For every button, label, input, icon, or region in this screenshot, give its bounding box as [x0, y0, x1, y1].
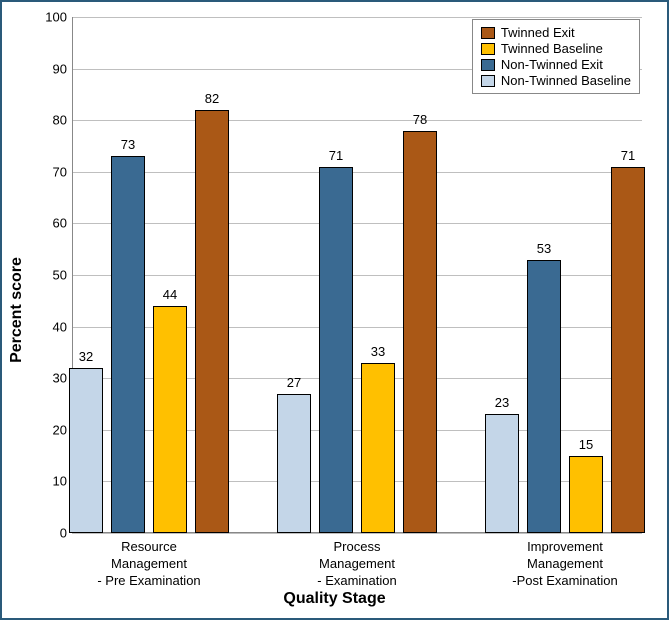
bar-value-label: 15 — [579, 437, 593, 452]
grid-line — [72, 533, 642, 534]
legend-swatch — [481, 59, 495, 71]
grid-line — [72, 120, 642, 121]
bar-value-label: 23 — [495, 395, 509, 410]
bar — [195, 110, 229, 533]
bar — [569, 456, 603, 533]
legend-swatch — [481, 27, 495, 39]
y-tick-label: 20 — [37, 422, 67, 437]
bar-value-label: 82 — [205, 91, 219, 106]
y-tick-label: 50 — [37, 268, 67, 283]
y-tick-label: 40 — [37, 319, 67, 334]
bar — [361, 363, 395, 533]
legend-item: Twinned Baseline — [481, 41, 631, 56]
legend-swatch — [481, 43, 495, 55]
bar — [277, 394, 311, 533]
y-tick-label: 100 — [37, 10, 67, 25]
legend: Twinned ExitTwinned BaselineNon-Twinned … — [472, 19, 640, 94]
bar — [611, 167, 645, 533]
bar — [111, 156, 145, 533]
category-label: ImprovementManagement-Post Examination — [485, 539, 645, 590]
bar — [403, 131, 437, 533]
legend-label: Twinned Exit — [501, 25, 575, 40]
legend-item: Twinned Exit — [481, 25, 631, 40]
y-tick-label: 90 — [37, 61, 67, 76]
bar-value-label: 27 — [287, 375, 301, 390]
bar — [319, 167, 353, 533]
category-label: ProcessManagement- Examination — [277, 539, 437, 590]
bar-value-label: 33 — [371, 344, 385, 359]
bar-value-label: 53 — [537, 241, 551, 256]
grid-line — [72, 223, 642, 224]
x-axis-title: Quality Stage — [283, 590, 385, 608]
legend-item: Non-Twinned Baseline — [481, 73, 631, 88]
bar-value-label: 78 — [413, 112, 427, 127]
grid-line — [72, 172, 642, 173]
y-tick-label: 60 — [37, 216, 67, 231]
y-tick-label: 70 — [37, 164, 67, 179]
bar-value-label: 44 — [163, 287, 177, 302]
bar-value-label: 32 — [79, 349, 93, 364]
bar — [485, 414, 519, 533]
legend-item: Non-Twinned Exit — [481, 57, 631, 72]
legend-label: Non-Twinned Exit — [501, 57, 603, 72]
bar — [527, 260, 561, 533]
y-tick-label: 30 — [37, 371, 67, 386]
chart-container: Percent score 0 10 20 30 40 50 60 70 80 90 100 32 73… — [0, 0, 669, 620]
legend-label: Non-Twinned Baseline — [501, 73, 631, 88]
legend-swatch — [481, 75, 495, 87]
bar-value-label: 71 — [329, 148, 343, 163]
y-axis-title: Percent score — [8, 257, 26, 363]
y-tick-label: 80 — [37, 113, 67, 128]
grid-line — [72, 17, 642, 18]
plot-area: 010203040506070809010032734482ResourceMa… — [72, 17, 642, 533]
bar — [153, 306, 187, 533]
bar — [69, 368, 103, 533]
category-label: ResourceManagement- Pre Examination — [69, 539, 229, 590]
bar-value-label: 73 — [121, 137, 135, 152]
y-tick-label: 0 — [37, 526, 67, 541]
y-tick-label: 10 — [37, 474, 67, 489]
legend-label: Twinned Baseline — [501, 41, 603, 56]
bar-value-label: 71 — [621, 148, 635, 163]
